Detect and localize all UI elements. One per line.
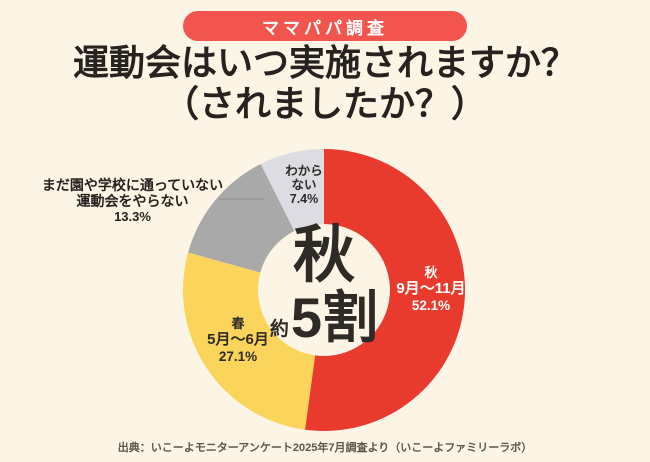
page-title-line2: （されましたか？） [162,83,487,124]
slice-label-none: まだ園や学校に通っていない 運動会をやらない 13.3% [30,177,235,225]
page-title: 運動会はいつ実施されますか？ （されましたか？） [0,42,650,124]
donut-slice-2 [188,164,295,273]
slice-autumn-name: 秋 [424,265,438,280]
donut-center-label: 秋 約 5割 [270,224,378,346]
slice-autumn-percent: 52.1% [411,298,451,314]
slice-label-autumn: 秋 9月～11月 52.1% [396,265,465,314]
survey-badge: ママパパ調査 [183,11,467,41]
slice-unknown-percent: 7.4% [289,192,319,206]
donut-slice-0 [304,149,466,431]
slice-spring-percent: 27.1% [218,349,258,365]
center-approx: 約 [269,319,289,340]
leader-line [219,198,264,200]
center-season: 秋 [292,221,356,290]
slice-none-name-line1: まだ園や学校に通っていない [41,177,224,193]
slice-none-percent: 13.3% [114,209,151,224]
center-amount: 5割 [290,286,379,349]
donut-slice-3 [260,149,324,232]
slice-spring-period: 5月～6月 [207,331,269,349]
slice-unknown-name-line2: ない [291,178,317,192]
donut-slice-1 [183,252,316,430]
slice-label-spring: 春 5月～6月 27.1% [207,316,269,365]
slice-autumn-period: 9月～11月 [396,280,466,298]
slice-label-unknown: わから ない 7.4% [285,164,323,206]
page-title-line1: 運動会はいつ実施されますか？ [72,42,577,83]
slice-none-name-line2: 運動会をやらない [76,193,189,209]
source-text: 出典：いこーよモニターアンケート2025年7月調査より（いこーよファミリーラボ） [117,442,533,454]
slice-spring-name: 春 [231,316,245,331]
slice-unknown-name-line1: わから [285,164,323,178]
center-amount-row: 約 5割 [270,290,378,346]
